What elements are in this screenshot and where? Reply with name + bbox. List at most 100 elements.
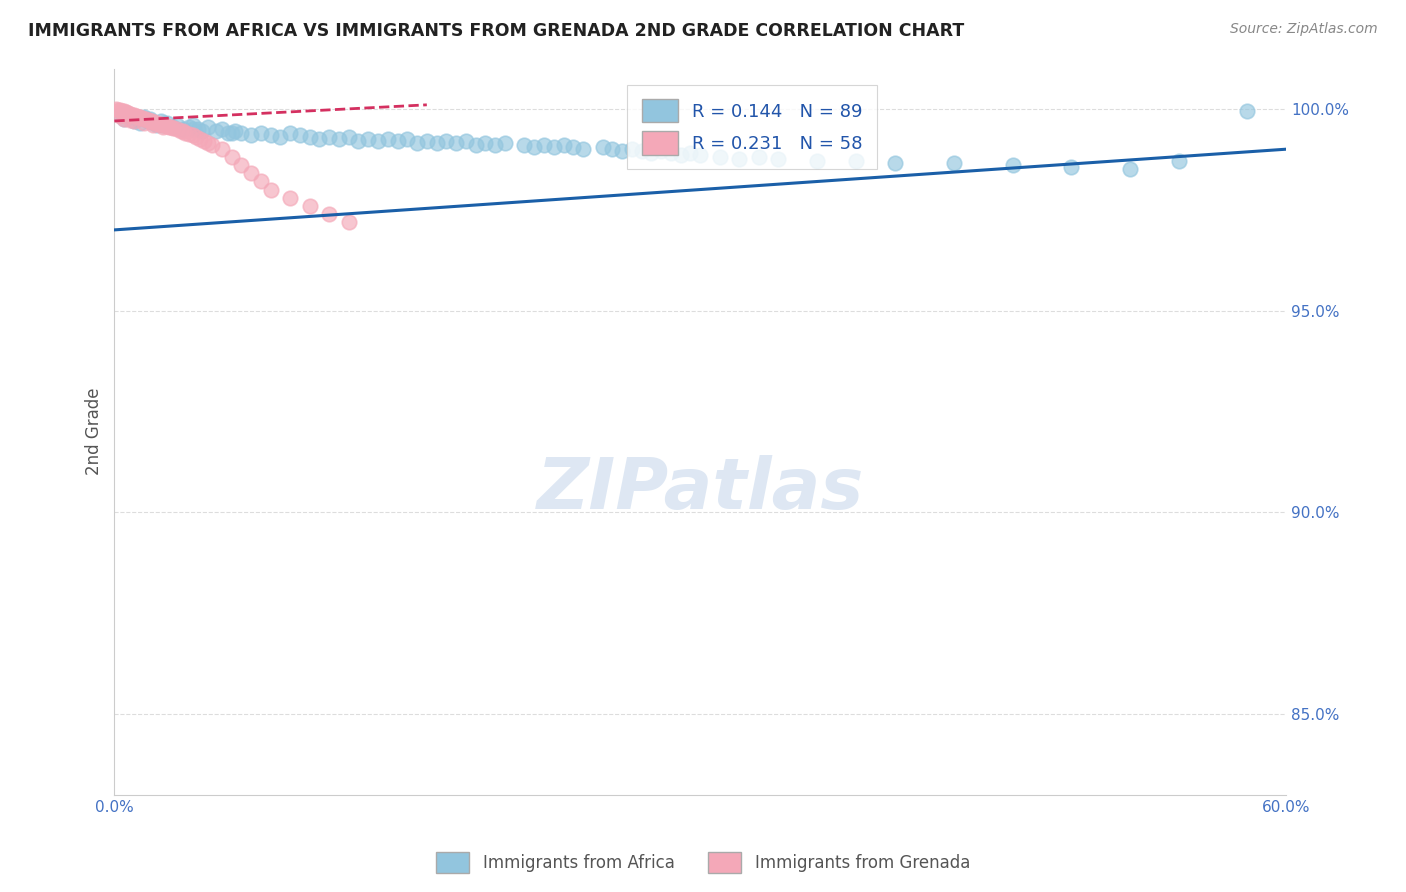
Point bbox=[170, 124, 193, 138]
Point bbox=[250, 126, 273, 140]
Point bbox=[115, 105, 138, 120]
Point bbox=[142, 118, 165, 132]
Point bbox=[135, 112, 157, 127]
Point bbox=[224, 124, 246, 138]
Legend: Immigrants from Africa, Immigrants from Grenada: Immigrants from Africa, Immigrants from … bbox=[429, 846, 977, 880]
Point bbox=[884, 156, 907, 170]
Point bbox=[211, 142, 233, 156]
Point bbox=[188, 132, 211, 146]
Point bbox=[152, 118, 174, 132]
Point bbox=[464, 138, 486, 153]
Point bbox=[630, 145, 652, 159]
Point bbox=[132, 116, 155, 130]
Point bbox=[136, 112, 159, 127]
Point bbox=[426, 136, 449, 150]
Point bbox=[122, 114, 145, 128]
Point bbox=[669, 148, 692, 162]
Point bbox=[105, 102, 128, 116]
Point bbox=[602, 142, 624, 156]
Legend: R = 0.144   N = 89, R = 0.231   N = 58: R = 0.144 N = 89, R = 0.231 N = 58 bbox=[627, 85, 877, 169]
Point bbox=[259, 128, 281, 142]
Point bbox=[387, 134, 409, 148]
Point bbox=[110, 108, 132, 122]
Point bbox=[205, 124, 228, 138]
Text: IMMIGRANTS FROM AFRICA VS IMMIGRANTS FROM GRENADA 2ND GRADE CORRELATION CHART: IMMIGRANTS FROM AFRICA VS IMMIGRANTS FRO… bbox=[28, 22, 965, 40]
Point bbox=[152, 118, 174, 132]
Point bbox=[640, 146, 662, 161]
Point bbox=[146, 116, 169, 130]
Point bbox=[543, 140, 565, 154]
Point bbox=[211, 122, 233, 136]
Point bbox=[128, 111, 150, 125]
Point bbox=[172, 124, 194, 138]
Point bbox=[193, 134, 215, 148]
Point bbox=[454, 134, 477, 148]
Point bbox=[337, 215, 360, 229]
Point bbox=[187, 122, 209, 136]
Point bbox=[269, 130, 291, 145]
Point bbox=[125, 109, 148, 123]
Point bbox=[250, 174, 273, 188]
Point bbox=[128, 116, 150, 130]
Point bbox=[416, 134, 439, 148]
Point bbox=[197, 136, 219, 150]
Point bbox=[367, 134, 389, 148]
Point bbox=[318, 207, 340, 221]
Point bbox=[166, 122, 188, 136]
Point bbox=[127, 110, 149, 124]
Point bbox=[377, 132, 399, 146]
Point bbox=[138, 113, 160, 128]
Point bbox=[748, 150, 770, 164]
Point bbox=[177, 120, 200, 134]
Point bbox=[110, 109, 132, 123]
Point bbox=[845, 154, 868, 169]
Point bbox=[150, 114, 173, 128]
Text: Source: ZipAtlas.com: Source: ZipAtlas.com bbox=[1230, 22, 1378, 37]
Point bbox=[197, 120, 219, 134]
Point bbox=[768, 153, 790, 167]
Point bbox=[231, 126, 253, 140]
Point bbox=[160, 120, 183, 135]
Point bbox=[145, 115, 167, 129]
Point bbox=[162, 120, 184, 134]
Point bbox=[278, 191, 301, 205]
Point bbox=[152, 120, 174, 134]
Point bbox=[406, 136, 429, 150]
Point bbox=[1119, 162, 1142, 177]
Point bbox=[111, 103, 134, 118]
Point bbox=[709, 150, 731, 164]
Point bbox=[141, 114, 163, 128]
Point bbox=[231, 158, 253, 172]
Point bbox=[728, 153, 751, 167]
Point bbox=[689, 148, 711, 162]
Point bbox=[259, 182, 281, 196]
Point bbox=[592, 140, 614, 154]
Point bbox=[240, 128, 263, 142]
Point bbox=[112, 112, 135, 126]
Point bbox=[162, 120, 184, 135]
Point bbox=[221, 150, 243, 164]
Point bbox=[620, 142, 643, 156]
Point bbox=[533, 138, 555, 153]
Point bbox=[173, 126, 195, 140]
Point bbox=[181, 122, 204, 136]
Point bbox=[679, 146, 702, 161]
Point bbox=[191, 124, 214, 138]
Point bbox=[610, 145, 633, 159]
Point bbox=[186, 130, 208, 145]
Point bbox=[112, 112, 135, 126]
Point bbox=[553, 138, 575, 153]
Point bbox=[181, 118, 204, 132]
Point bbox=[1236, 103, 1258, 118]
Point bbox=[806, 154, 828, 169]
Point bbox=[118, 110, 141, 124]
Point bbox=[659, 146, 682, 161]
Point bbox=[308, 132, 330, 146]
Y-axis label: 2nd Grade: 2nd Grade bbox=[86, 388, 103, 475]
Point bbox=[337, 130, 360, 145]
Point bbox=[1167, 154, 1189, 169]
Point bbox=[153, 119, 176, 133]
Point bbox=[156, 116, 179, 130]
Point bbox=[150, 117, 173, 131]
Point bbox=[121, 107, 143, 121]
